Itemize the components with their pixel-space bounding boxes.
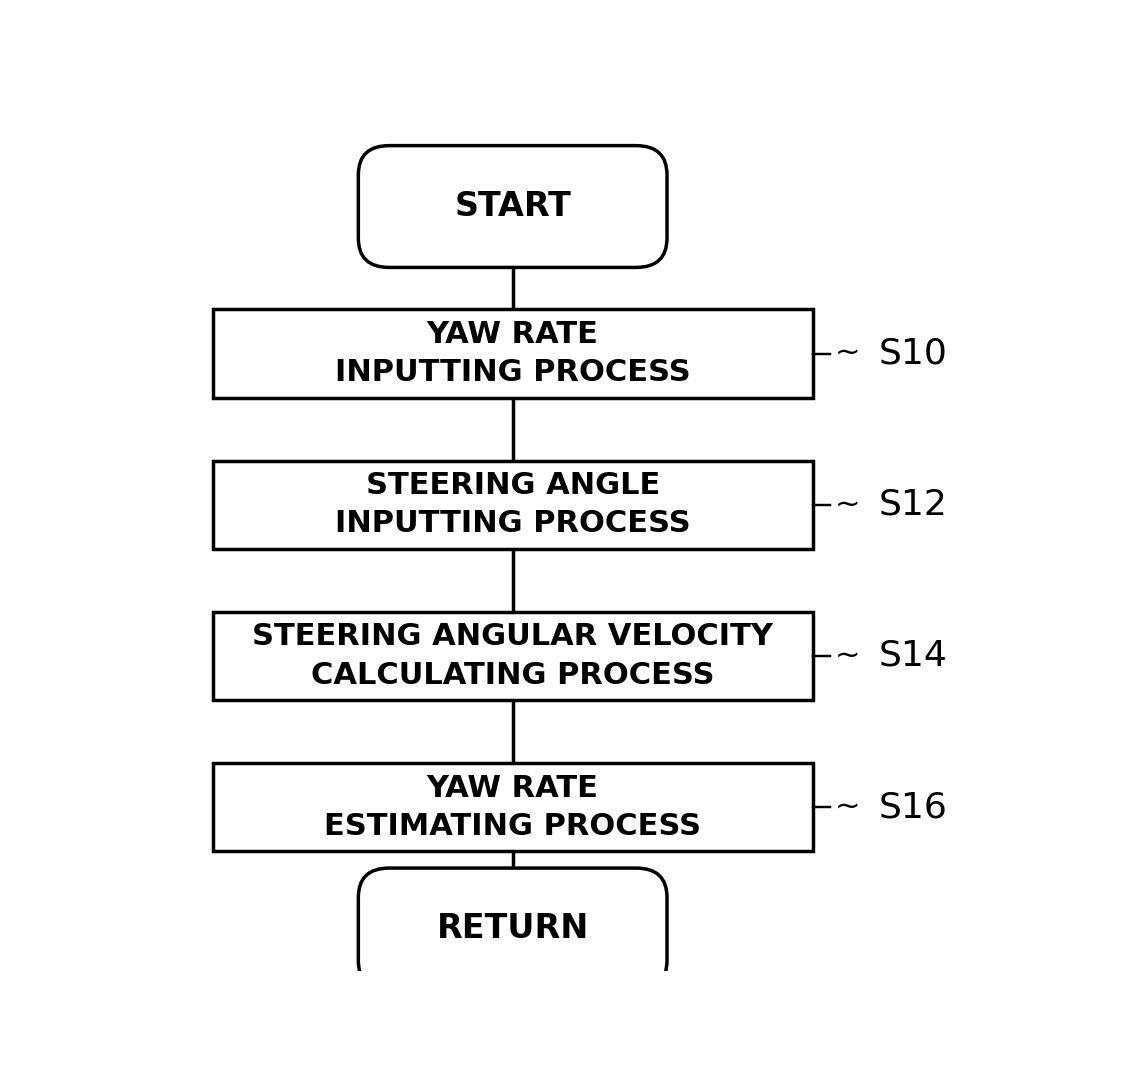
Text: YAW RATE
INPUTTING PROCESS: YAW RATE INPUTTING PROCESS: [335, 320, 691, 387]
FancyBboxPatch shape: [358, 868, 667, 990]
Text: YAW RATE
ESTIMATING PROCESS: YAW RATE ESTIMATING PROCESS: [324, 774, 701, 841]
Text: ~: ~: [834, 793, 860, 822]
Text: STEERING ANGLE
INPUTTING PROCESS: STEERING ANGLE INPUTTING PROCESS: [335, 471, 691, 538]
Text: S12: S12: [879, 488, 948, 521]
Text: S14: S14: [879, 639, 948, 673]
FancyBboxPatch shape: [358, 145, 667, 267]
Text: S10: S10: [879, 336, 948, 371]
Bar: [213, 612, 813, 700]
Text: RETURN: RETURN: [437, 912, 588, 946]
Bar: [213, 310, 813, 397]
Text: S16: S16: [879, 790, 948, 824]
Text: START: START: [454, 190, 571, 223]
Bar: [213, 763, 813, 851]
Text: ~: ~: [834, 490, 860, 519]
Text: STEERING ANGULAR VELOCITY
CALCULATING PROCESS: STEERING ANGULAR VELOCITY CALCULATING PR…: [253, 622, 773, 690]
Bar: [213, 460, 813, 549]
Text: ~: ~: [834, 339, 860, 368]
Text: ~: ~: [834, 642, 860, 671]
